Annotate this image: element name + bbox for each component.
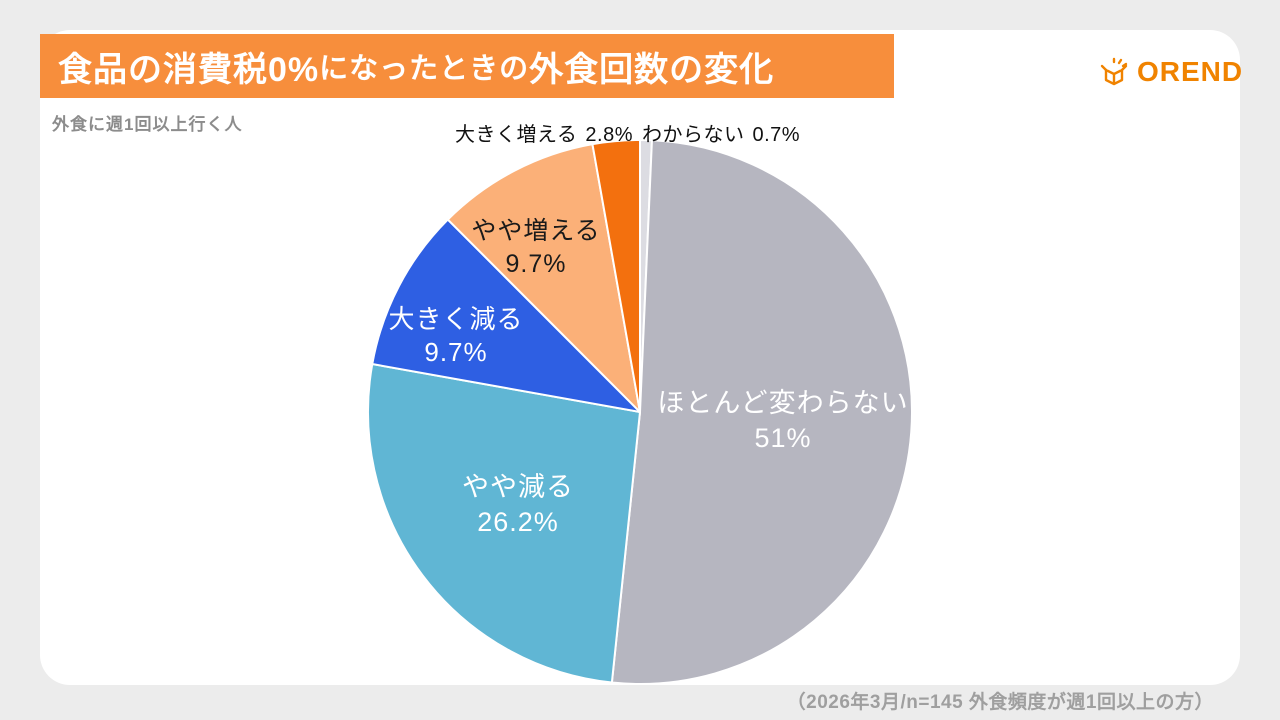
slice-label-text: ほとんど変わらない [657,388,909,418]
pie-chart [367,138,913,685]
slice-label-value: 26.2% [477,507,559,537]
slice-label-text: 大きく減る [388,304,524,334]
slice-label-text: 大きく増える [455,124,578,146]
slice-label-slight-decrease: やや減る 26.2% [408,470,628,540]
slice-label-value: 0.7% [752,124,801,146]
title-part-2: になったときの [319,53,530,85]
pie-slice-5 [591,139,641,413]
survey-footnote: （2026年3月/n=145 外食頻度が週1回以上の方） [786,692,1214,713]
pie-slice-3 [371,218,641,413]
logo-text: OREND [1137,56,1244,87]
pie-slice-2 [367,363,641,684]
slice-label-big-increase: 大きく増える 2.8% [455,118,633,147]
chart-subtitle: 外食に週1回以上行く人 [52,115,243,134]
slice-label-big-decrease: 大きく減る 9.7% [356,303,556,369]
slice-label-value: 51% [754,423,812,453]
pie-slice-4 [446,143,641,413]
slice-label-no-change: ほとんど変わらない 51% [630,386,936,456]
open-box-icon [1100,57,1128,86]
slice-label-unknown: わからない 0.7% [642,118,800,147]
slice-label-value: 9.7% [424,337,488,367]
title-banner: 食品の消費税0% になったときの 外食回数の変化 [40,34,894,98]
slice-label-value: 2.8% [585,124,633,146]
slice-label-text: わからない [642,124,745,146]
title-part-1: 食品の消費税0% [58,50,320,89]
pie-chart-area [360,132,920,692]
slice-label-text: やや増える [471,217,601,245]
title-part-3: 外食回数の変化 [529,50,775,89]
slice-label-text: やや減る [462,472,574,502]
orend-logo: OREND [1098,56,1243,88]
slice-label-value: 9.7% [505,250,567,278]
pie-slice-1 [610,139,913,685]
slice-label-slight-increase: やや増える 9.7% [446,215,626,281]
